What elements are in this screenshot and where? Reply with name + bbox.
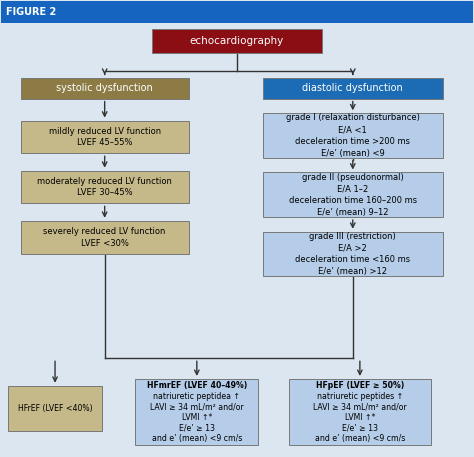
Text: mildly reduced LV function
LVEF 45–55%: mildly reduced LV function LVEF 45–55%: [49, 127, 161, 147]
Text: moderately reduced LV function
LVEF 30–45%: moderately reduced LV function LVEF 30–4…: [37, 177, 172, 197]
Text: severely reduced LV function
LVEF <30%: severely reduced LV function LVEF <30%: [44, 227, 166, 248]
FancyBboxPatch shape: [8, 386, 102, 431]
Text: natriuretic peptidea ↑: natriuretic peptidea ↑: [153, 392, 240, 401]
FancyBboxPatch shape: [263, 232, 443, 276]
Text: and e’ (mean) <9 cm/s: and e’ (mean) <9 cm/s: [315, 434, 405, 442]
Text: LVMI ↑*: LVMI ↑*: [345, 413, 375, 422]
Text: grade I (relaxation disturbance)
E/A <1
deceleration time >200 ms
E/e’ (mean) <9: grade I (relaxation disturbance) E/A <1 …: [286, 113, 420, 158]
Text: E/e’ ≥ 13: E/e’ ≥ 13: [179, 423, 215, 432]
FancyBboxPatch shape: [136, 379, 258, 445]
Text: HFrEF (LVEF <40%): HFrEF (LVEF <40%): [18, 404, 92, 413]
FancyBboxPatch shape: [21, 221, 189, 254]
FancyBboxPatch shape: [21, 78, 189, 99]
Text: diastolic dysfunction: diastolic dysfunction: [302, 83, 403, 93]
Text: HFpEF (LVEF ≥ 50%): HFpEF (LVEF ≥ 50%): [316, 381, 404, 390]
FancyBboxPatch shape: [263, 78, 443, 99]
FancyBboxPatch shape: [152, 29, 322, 53]
FancyBboxPatch shape: [263, 172, 443, 217]
Text: LVMI ↑*: LVMI ↑*: [182, 413, 212, 422]
Text: echocardiography: echocardiography: [190, 36, 284, 46]
FancyBboxPatch shape: [263, 113, 443, 158]
FancyBboxPatch shape: [21, 121, 189, 154]
FancyBboxPatch shape: [289, 379, 431, 445]
Text: LAVI ≥ 34 mL/m² and/or: LAVI ≥ 34 mL/m² and/or: [150, 402, 244, 411]
Text: HFmrEF (LVEF 40–49%): HFmrEF (LVEF 40–49%): [147, 381, 247, 390]
Text: grade II (pseudonormal)
E/A 1–2
deceleration time 160–200 ms
E/e’ (mean) 9–12: grade II (pseudonormal) E/A 1–2 decelera…: [289, 173, 417, 217]
Text: LAVI ≥ 34 mL/m² and/or: LAVI ≥ 34 mL/m² and/or: [313, 402, 407, 411]
Text: and e’ (mean) <9 cm/s: and e’ (mean) <9 cm/s: [152, 434, 242, 442]
Text: systolic dysfunction: systolic dysfunction: [56, 83, 153, 93]
FancyBboxPatch shape: [21, 170, 189, 203]
Text: natriuretic peptides ↑: natriuretic peptides ↑: [317, 392, 403, 401]
Text: grade III (restriction)
E/A >2
deceleration time <160 ms
E/e’ (mean) >12: grade III (restriction) E/A >2 decelerat…: [295, 232, 410, 276]
Text: E/e’ ≥ 13: E/e’ ≥ 13: [342, 423, 378, 432]
Text: FIGURE 2: FIGURE 2: [6, 7, 56, 16]
Bar: [0, 1, 474, 22]
